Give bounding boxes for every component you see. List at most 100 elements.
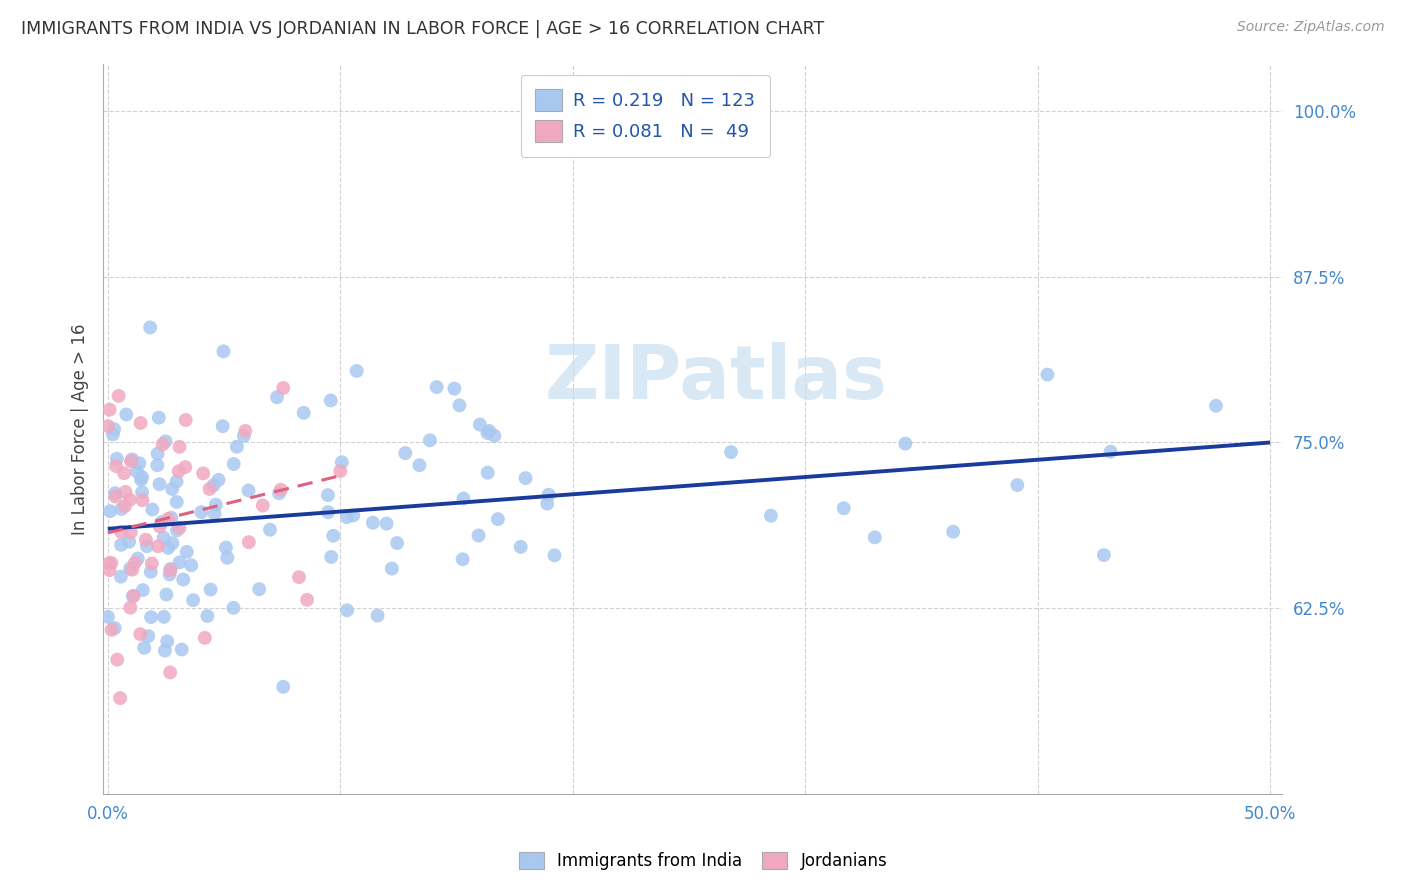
Point: [105, 451, 128, 466]
Point: [167, 464, 190, 478]
Point: [207, 473, 229, 487]
Point: [1036, 368, 1059, 382]
Point: [125, 464, 148, 478]
Point: [238, 535, 260, 549]
Point: [426, 380, 449, 394]
Legend: Immigrants from India, Jordanians: Immigrants from India, Jordanians: [512, 845, 894, 877]
Point: [136, 629, 159, 643]
Point: [141, 502, 163, 516]
Point: [156, 634, 179, 648]
Point: [135, 533, 157, 547]
Point: [477, 466, 499, 480]
Point: [169, 440, 191, 454]
Point: [98, 556, 121, 570]
Point: [141, 557, 163, 571]
Point: [129, 416, 152, 430]
Point: [98, 402, 121, 417]
Point: [1099, 444, 1122, 458]
Point: [152, 437, 174, 451]
Point: [449, 398, 471, 412]
Point: [118, 492, 141, 507]
Point: [295, 592, 318, 607]
Point: [212, 344, 235, 359]
Point: [288, 570, 311, 584]
Point: [104, 490, 127, 504]
Point: [478, 424, 501, 438]
Point: [139, 610, 162, 624]
Point: [97, 610, 120, 624]
Point: [225, 440, 247, 454]
Point: [193, 467, 215, 481]
Point: [342, 508, 364, 523]
Point: [135, 539, 157, 553]
Point: [148, 410, 170, 425]
Point: [170, 642, 193, 657]
Point: [720, 445, 742, 459]
Text: Source: ZipAtlas.com: Source: ZipAtlas.com: [1237, 20, 1385, 34]
Point: [104, 486, 127, 500]
Point: [98, 504, 121, 518]
Point: [252, 499, 274, 513]
Point: [118, 534, 141, 549]
Point: [375, 516, 398, 531]
Point: [468, 417, 491, 432]
Point: [477, 425, 499, 440]
Point: [110, 502, 132, 516]
Point: [385, 536, 408, 550]
Point: [131, 470, 153, 484]
Point: [100, 623, 122, 637]
Point: [453, 491, 475, 506]
Point: [232, 429, 254, 443]
Point: [204, 507, 226, 521]
Point: [121, 452, 143, 467]
Point: [233, 424, 256, 438]
Point: [121, 563, 143, 577]
Point: [215, 541, 238, 555]
Point: [162, 536, 184, 550]
Point: [166, 524, 188, 538]
Point: [107, 389, 129, 403]
Point: [832, 501, 855, 516]
Point: [198, 482, 221, 496]
Point: [121, 589, 143, 603]
Point: [329, 464, 352, 478]
Point: [176, 545, 198, 559]
Point: [146, 447, 169, 461]
Point: [894, 436, 917, 450]
Point: [103, 422, 125, 436]
Point: [181, 593, 204, 607]
Point: [166, 475, 188, 489]
Point: [316, 505, 339, 519]
Point: [942, 524, 965, 539]
Point: [139, 565, 162, 579]
Point: [120, 561, 142, 575]
Point: [267, 486, 290, 500]
Point: [270, 483, 292, 497]
Point: [271, 680, 294, 694]
Point: [114, 499, 136, 513]
Point: [336, 510, 359, 524]
Point: [110, 538, 132, 552]
Point: [139, 320, 162, 334]
Point: [217, 550, 239, 565]
Point: [292, 406, 315, 420]
Point: [180, 558, 202, 573]
Point: [394, 446, 416, 460]
Point: [202, 478, 225, 492]
Point: [115, 408, 138, 422]
Point: [166, 495, 188, 509]
Point: [101, 427, 124, 442]
Point: [381, 561, 404, 575]
Point: [105, 458, 128, 473]
Point: [174, 460, 197, 475]
Point: [205, 498, 228, 512]
Point: [155, 588, 177, 602]
Point: [159, 665, 181, 680]
Point: [146, 539, 169, 553]
Point: [361, 516, 384, 530]
Point: [112, 467, 135, 481]
Point: [259, 523, 281, 537]
Point: [153, 610, 176, 624]
Point: [159, 567, 181, 582]
Point: [484, 429, 506, 443]
